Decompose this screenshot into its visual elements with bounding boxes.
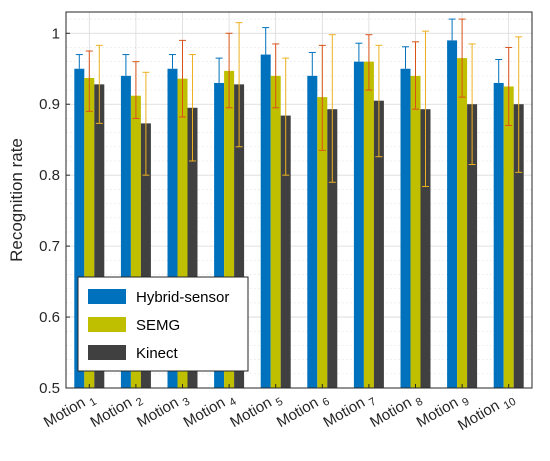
bar-kinect	[420, 109, 431, 389]
bar-semg	[363, 61, 374, 389]
y-tick-label: 0.5	[39, 380, 60, 397]
x-tick-label-subscript: 3	[181, 396, 192, 409]
y-tick-label: 0.8	[39, 167, 60, 184]
bar-kinect	[467, 104, 478, 389]
bar-hybrid-sensor	[493, 82, 504, 389]
legend-swatch	[88, 289, 126, 304]
bar-semg	[84, 77, 95, 388]
legend-entry-label: Kinect	[136, 345, 179, 362]
bar-kinect	[373, 100, 384, 388]
bar-semg	[503, 86, 514, 388]
bar-hybrid-sensor	[167, 68, 178, 389]
bar-semg	[410, 75, 421, 388]
x-tick-label-subscript: 6	[320, 396, 331, 409]
legend-swatch	[88, 317, 126, 332]
bar-kinect	[280, 115, 291, 388]
legend-entry-label: SEMG	[136, 317, 180, 334]
y-axis-label: Recognition rate	[7, 138, 26, 262]
bar-semg	[130, 95, 141, 389]
legend-entry-label: Hybrid-sensor	[136, 289, 229, 306]
plot-area-frame	[65, 11, 533, 389]
bar-kinect	[140, 123, 151, 388]
bar-kinect	[234, 84, 245, 388]
bar-hybrid-sensor	[353, 61, 364, 389]
bar-hybrid-sensor	[260, 54, 271, 388]
bar-kinect	[94, 84, 105, 388]
bar-semg	[457, 58, 468, 388]
bar-hybrid-sensor	[307, 75, 318, 388]
bar-hybrid-sensor	[120, 75, 131, 388]
x-tick-label-subscript: 2	[134, 396, 145, 409]
x-tick-label-subscript: 10	[502, 396, 519, 413]
legend-swatch	[88, 345, 126, 360]
bar-hybrid-sensor	[74, 68, 85, 389]
y-tick-label: 0.9	[39, 96, 60, 113]
y-tick-label: 0.6	[39, 309, 60, 326]
bar-semg	[224, 70, 235, 388]
bar-kinect	[187, 107, 198, 388]
bar-semg	[270, 75, 281, 388]
bar-semg	[177, 78, 188, 388]
y-axis-ticks: 0.5 0.6 0.7 0.8 0.9 1	[39, 25, 70, 397]
x-tick-label-subscript: 8	[414, 396, 425, 409]
bar-kinect	[513, 104, 524, 389]
legend: Hybrid-sensor SEMG Kinect	[77, 276, 249, 372]
y-tick-label: 1	[52, 25, 60, 42]
bar-hybrid-sensor	[214, 82, 225, 389]
y-tick-label: 0.7	[39, 238, 60, 255]
bars	[74, 40, 524, 389]
error-bars	[75, 18, 523, 188]
bar-semg	[317, 97, 328, 388]
x-tick-label-subscript: 1	[87, 396, 98, 409]
x-tick-label-subscript: 5	[274, 396, 285, 409]
x-tick-label-subscript: 9	[460, 396, 471, 409]
bar-hybrid-sensor	[447, 40, 458, 389]
x-tick-label-subscript: 4	[227, 396, 238, 409]
bar-hybrid-sensor	[400, 68, 411, 389]
x-tick-label-subscript: 7	[367, 396, 378, 409]
bar-kinect	[327, 109, 338, 389]
